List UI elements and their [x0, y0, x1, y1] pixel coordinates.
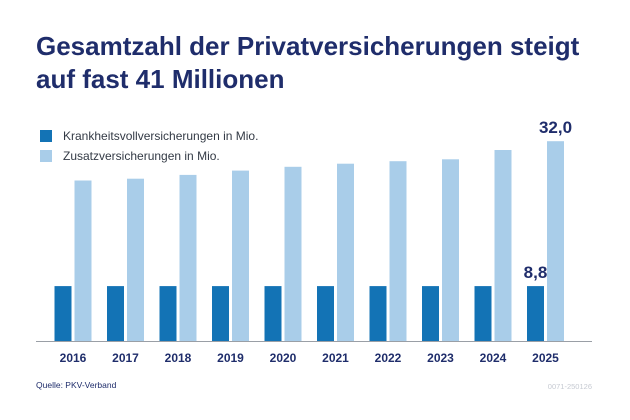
legend-label: Krankheitsvollversicherungen in Mio. [63, 129, 259, 143]
bar-zusatz-2020 [284, 166, 302, 341]
x-tick-label: 2025 [532, 351, 559, 365]
bar-krankheitsvoll-2021 [317, 286, 334, 341]
bar-zusatz-2018 [179, 174, 197, 341]
legend-swatch-dark [40, 130, 52, 142]
x-tick-label: 2023 [427, 351, 454, 365]
legend-label: Zusatzversicherungen in Mio. [63, 149, 220, 163]
x-tick-label: 2019 [217, 351, 244, 365]
bar-krankheitsvoll-2020 [264, 286, 282, 341]
bar-zusatz-2024 [494, 150, 512, 341]
x-tick-label: 2024 [480, 351, 507, 365]
bar-zusatz-2025 [547, 141, 564, 341]
bar-zusatz-2016 [74, 180, 92, 341]
bar-zusatz-2022 [389, 161, 407, 341]
bar-krankheitsvoll-2022 [369, 286, 387, 341]
bar-zusatz-2019 [232, 170, 249, 341]
bar-krankheitsvoll-2018 [159, 286, 177, 341]
bar-zusatz-2017 [127, 178, 144, 341]
legend-swatch-light [40, 150, 52, 162]
title-line-2: auf fast 41 Millionen [36, 64, 285, 94]
source-note: Quelle: PKV-Verband [36, 380, 117, 390]
legend: Krankheitsvollversicherungen in Mio. Zus… [40, 126, 258, 166]
bar-krankheitsvoll-2023 [422, 286, 439, 341]
bar-zusatz-2021 [337, 163, 354, 341]
bar-krankheitsvoll-2025 [527, 286, 544, 341]
legend-item-zusatzversicherungen: Zusatzversicherungen in Mio. [40, 146, 258, 166]
bar-krankheitsvoll-2016 [54, 286, 72, 341]
bar-krankheitsvoll-2017 [107, 286, 124, 341]
data-label: 8,8 [524, 263, 548, 282]
x-tick-label: 2018 [165, 351, 192, 365]
bar-zusatz-2023 [442, 159, 459, 341]
x-tick-label: 2022 [375, 351, 402, 365]
legend-item-krankheitsvollversicherungen: Krankheitsvollversicherungen in Mio. [40, 126, 258, 146]
x-tick-label: 2017 [112, 351, 139, 365]
chart-title: Gesamtzahl der Privatversicherungen stei… [36, 30, 606, 96]
title-line-1: Gesamtzahl der Privatversicherungen stei… [36, 31, 580, 61]
data-label: 32,0 [539, 118, 572, 137]
graphic-code: 0071-250126 [547, 382, 592, 391]
x-tick-label: 2016 [60, 351, 87, 365]
x-tick-label: 2020 [270, 351, 297, 365]
x-tick-label: 2021 [322, 351, 349, 365]
bar-krankheitsvoll-2019 [212, 286, 229, 341]
bar-krankheitsvoll-2024 [474, 286, 492, 341]
